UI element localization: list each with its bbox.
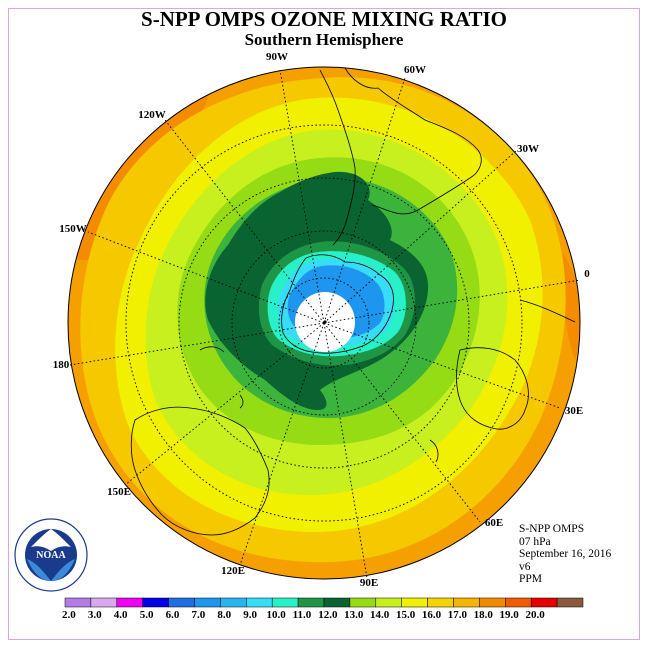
- colorbar-tick-label: 17.0: [448, 609, 468, 621]
- colorbar-swatch: [427, 597, 454, 608]
- colorbar-swatch: [323, 597, 351, 608]
- colorbar-tick-label: 8.0: [217, 609, 231, 621]
- longitude-label: 60E: [485, 517, 503, 529]
- graticule: [69, 69, 581, 579]
- longitude-label: 60W: [404, 64, 426, 76]
- longitude-label: 120E: [221, 565, 245, 577]
- colorbar-tick-label: 11.0: [293, 609, 312, 621]
- colorbar-swatch: [90, 597, 118, 608]
- colorbar-tick-label: 4.0: [114, 609, 128, 621]
- page-frame: [8, 8, 640, 640]
- colorbar-swatch: [556, 597, 584, 608]
- colorbar-swatch: [505, 597, 532, 608]
- colorbar-tick-label: 5.0: [140, 609, 154, 621]
- longitude-label: 150W: [59, 223, 87, 235]
- colorbar-tick-label: 3.0: [88, 609, 102, 621]
- band-18-patch-e: [560, 250, 580, 360]
- colorbar-swatch: [194, 597, 221, 608]
- colorbar-swatch: [530, 597, 558, 608]
- map-subtitle: Southern Hemisphere: [244, 30, 404, 49]
- map-info: S-NPP OMPS 07 hPa September 16, 2016 v6 …: [519, 523, 611, 586]
- colorbar-swatch: [64, 597, 92, 608]
- noaa-logo-text: NOAA: [36, 550, 66, 561]
- colorbar-tick-label: 7.0: [192, 609, 206, 621]
- coastlines: [130, 67, 576, 536]
- south-pole-marker: [323, 320, 327, 324]
- longitude-labels: 90W 60W 30W 0 30E 60E 90E 120E 150E 180 150W 120W: [53, 51, 591, 589]
- colorbar-swatch: [246, 597, 273, 608]
- colorbar-swatch: [297, 597, 325, 608]
- longitude-label: 150E: [107, 486, 131, 498]
- longitude-label: 30W: [517, 143, 539, 155]
- colorbar-swatch: [168, 597, 195, 608]
- info-version: v6: [519, 560, 531, 573]
- colorbar-swatch: [401, 597, 428, 608]
- longitude-label: 120W: [138, 109, 166, 121]
- colorbar-swatch: [349, 597, 377, 608]
- map-title: S-NPP OMPS OZONE MIXING RATIO: [141, 7, 507, 31]
- colorbar-tick-label: 10.0: [266, 609, 286, 621]
- noaa-logo: NOAA: [14, 518, 88, 592]
- colorbar-tick-label: 15.0: [396, 609, 416, 621]
- colorbar-tick-label: 14.0: [370, 609, 390, 621]
- longitude-label: 0: [584, 268, 590, 280]
- colorbar-swatch: [479, 597, 506, 608]
- longitude-label: 180: [53, 359, 70, 371]
- longitude-label: 90W: [266, 51, 288, 63]
- colorbar-swatch: [453, 597, 480, 608]
- colorbar-tick-label: 16.0: [422, 609, 442, 621]
- colorbar-tick-label: 6.0: [166, 609, 180, 621]
- map-disk-outline: [67, 66, 581, 580]
- info-instrument: S-NPP OMPS: [519, 523, 585, 535]
- colorbar-tick-label: 12.0: [318, 609, 338, 621]
- colorbar-tick-label: 2.0: [62, 609, 76, 621]
- info-units: PPM: [519, 573, 543, 586]
- info-date: September 16, 2016: [519, 548, 612, 561]
- colorbar-swatch: [271, 597, 299, 608]
- colorbar-swatch: [116, 597, 143, 608]
- colorbar-tick-label: 18.0: [474, 609, 494, 621]
- colorbar-tick-label: 13.0: [344, 609, 364, 621]
- colorbar: 2.0 3.0 4.0 5.0 6.0 7.0 8.0 9.0 10.0 11.0 12.0 13.0…: [62, 597, 584, 621]
- info-level: 07 hPa: [519, 535, 551, 548]
- colorbar-swatch: [375, 597, 402, 608]
- colorbar-swatch: [220, 597, 247, 608]
- colorbar-swatch: [142, 597, 169, 608]
- longitude-label: 30E: [565, 405, 583, 417]
- longitude-label: 90E: [360, 577, 378, 589]
- colorbar-tick-label: 19.0: [500, 609, 520, 621]
- colorbar-tick-label: 20.0: [525, 609, 545, 621]
- colorbar-tick-label: 9.0: [243, 609, 257, 621]
